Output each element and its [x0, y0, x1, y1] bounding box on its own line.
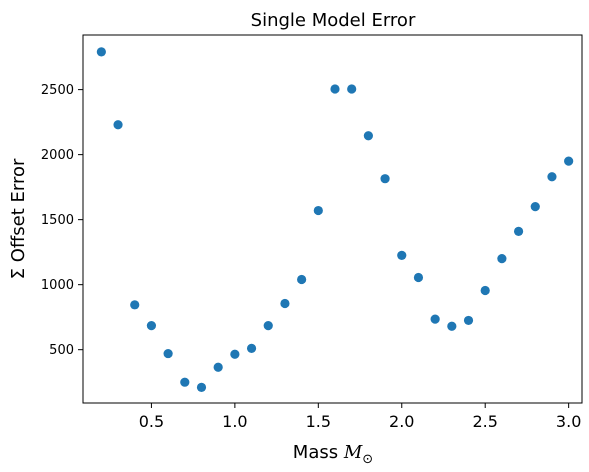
x-tick-label: 1.0 — [222, 412, 247, 431]
data-point — [113, 120, 123, 130]
y-tick-label: 1500 — [41, 213, 74, 228]
data-point — [413, 272, 424, 283]
x-tick-label: 1.5 — [306, 412, 331, 431]
y-tick-label: 2000 — [41, 148, 74, 163]
data-point — [447, 321, 457, 331]
y-axis: 500 1000 1500 2000 2500 — [41, 83, 83, 358]
data-point — [463, 315, 474, 326]
data-point — [480, 285, 490, 296]
data-point — [196, 382, 207, 392]
x-axis: 0.5 1.0 1.5 2.0 2.5 3.0 — [139, 403, 581, 431]
x-axis-label: Mass M⊙ — [293, 442, 373, 467]
data-point — [297, 274, 307, 285]
x-axis-label-subscript: ⊙ — [362, 452, 373, 467]
data-point — [363, 131, 373, 141]
data-point — [397, 250, 407, 261]
data-point — [280, 298, 290, 309]
data-point — [230, 349, 240, 359]
x-tick-label: 2.0 — [389, 412, 414, 431]
data-point — [530, 202, 540, 212]
data-point — [146, 321, 157, 331]
data-points — [96, 47, 574, 392]
data-point — [380, 174, 390, 184]
y-tick-label: 2500 — [41, 83, 74, 98]
data-point — [180, 377, 190, 387]
data-point — [347, 84, 357, 94]
data-point — [213, 362, 223, 372]
chart-title: Single Model Error — [251, 10, 416, 31]
y-axis-label: Σ Offset Error — [8, 158, 29, 279]
data-point — [430, 314, 440, 324]
plot-area — [82, 34, 583, 404]
data-point — [497, 254, 507, 264]
y-tick-label: 500 — [49, 343, 74, 358]
data-point — [564, 156, 574, 166]
data-point — [330, 84, 340, 94]
x-tick-label: 3.0 — [556, 412, 581, 431]
x-tick-label: 0.5 — [139, 412, 164, 431]
data-point — [246, 343, 257, 353]
y-tick-label: 1000 — [41, 278, 74, 293]
data-point — [547, 172, 557, 182]
data-point — [163, 348, 173, 359]
x-axis-label-text: Mass — [293, 442, 344, 463]
data-point — [263, 321, 273, 331]
data-point — [313, 205, 323, 216]
data-point — [96, 47, 106, 57]
data-point — [130, 300, 140, 310]
x-axis-label-math: M — [343, 442, 363, 463]
x-tick-label: 2.5 — [472, 412, 497, 431]
data-point — [513, 226, 524, 236]
